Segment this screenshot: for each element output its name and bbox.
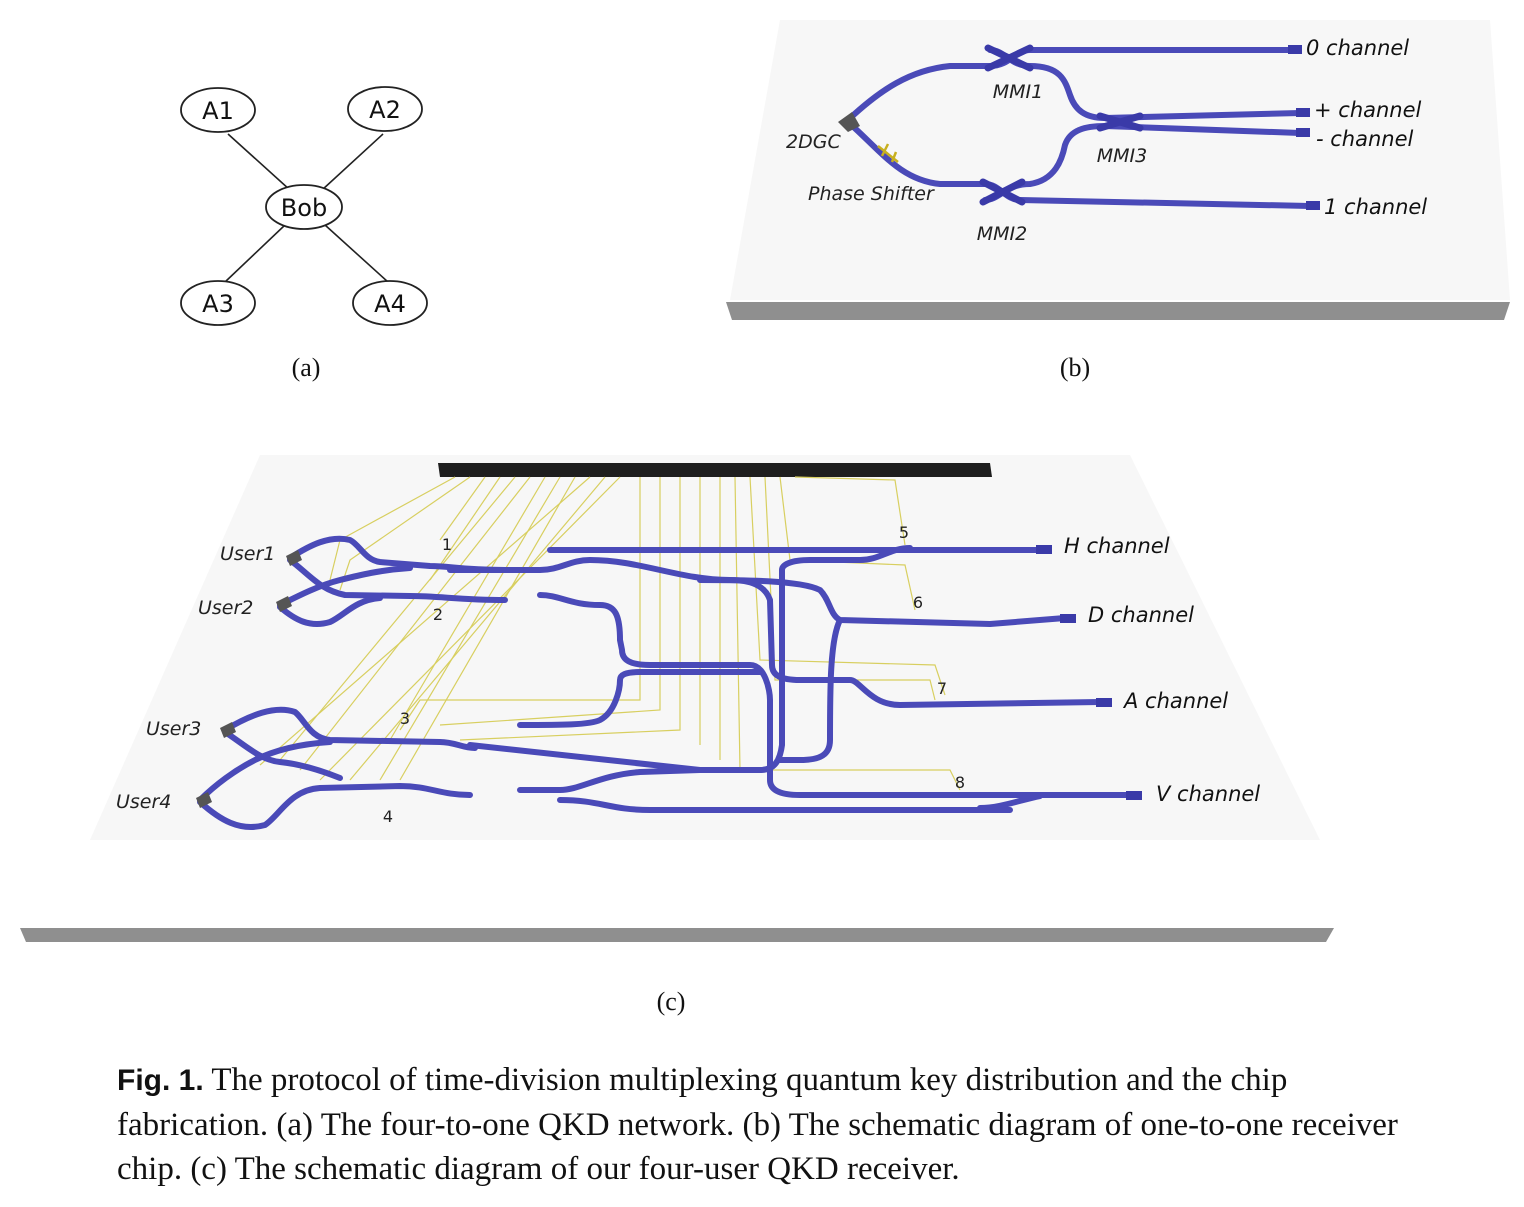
mmi1-label: MMI1 bbox=[993, 81, 1043, 103]
taper-minus bbox=[1296, 128, 1310, 137]
substrate-b bbox=[726, 302, 1510, 320]
channel-v-label: V channel bbox=[1156, 782, 1260, 806]
mmi1-coupler bbox=[984, 44, 1034, 72]
shifter-number-7: 7 bbox=[937, 679, 947, 698]
channel-h-label: H channel bbox=[1064, 534, 1170, 558]
chip-surface-c bbox=[90, 455, 1320, 840]
electrode-pad-bar bbox=[438, 463, 992, 477]
figure-caption: Fig. 1. The protocol of time-division mu… bbox=[117, 1058, 1437, 1191]
receiver-chip-b: MMI1 MMI2 MMI3 2DGC Phase Shifter 0 chan… bbox=[726, 20, 1510, 320]
phase-shifter-label: Phase Shifter bbox=[808, 183, 935, 205]
shifter-number-4: 4 bbox=[383, 807, 393, 826]
channel-plus-label: + channel bbox=[1314, 98, 1422, 122]
channel-a-label: A channel bbox=[1122, 689, 1228, 713]
grating-coupler-user4-icon bbox=[196, 792, 212, 808]
node-a2: A2 bbox=[347, 86, 423, 132]
node-a3: A3 bbox=[180, 280, 256, 326]
mmi3-label: MMI3 bbox=[1097, 145, 1147, 167]
user4-label: User4 bbox=[116, 791, 171, 813]
shifter-number-1: 1 bbox=[442, 535, 452, 554]
edge-a1-bob bbox=[227, 133, 291, 191]
node-a4-label: A4 bbox=[374, 290, 406, 318]
substrate-c bbox=[20, 928, 1334, 942]
user1-label: User1 bbox=[220, 543, 275, 565]
user3-label: User3 bbox=[146, 718, 201, 740]
node-a1-label: A1 bbox=[202, 97, 234, 125]
channel-1-label: 1 channel bbox=[1324, 195, 1427, 219]
node-a1: A1 bbox=[180, 87, 256, 133]
grating-coupler-icon bbox=[838, 112, 860, 132]
shifter-number-3: 3 bbox=[400, 709, 410, 728]
edge-a4-bob bbox=[324, 224, 389, 283]
taper-0 bbox=[1288, 45, 1302, 54]
taper-1 bbox=[1306, 201, 1320, 210]
node-a4: A4 bbox=[352, 280, 428, 326]
shifter-number-5: 5 bbox=[899, 523, 909, 542]
waveguide-network bbox=[196, 535, 1142, 830]
channel-d-label: D channel bbox=[1088, 603, 1194, 627]
network-graph: A1 A2 Bob A3 A4 bbox=[180, 86, 428, 326]
grating-coupler-user3-icon bbox=[220, 722, 236, 738]
edge-a2-bob bbox=[321, 133, 384, 191]
mmi3-coupler bbox=[1096, 112, 1144, 132]
shifter-number-8: 8 bbox=[955, 773, 965, 792]
user2-label: User2 bbox=[198, 597, 253, 619]
node-a2-label: A2 bbox=[369, 96, 401, 124]
panel-a-label: (a) bbox=[292, 353, 321, 382]
mmi2-coupler bbox=[979, 178, 1026, 206]
phase-shifter-icon bbox=[877, 143, 899, 163]
shifter-number-2: 2 bbox=[433, 605, 443, 624]
node-bob: Bob bbox=[265, 184, 343, 230]
grating-coupler-label: 2DGC bbox=[786, 131, 841, 153]
grating-coupler-user2-icon bbox=[276, 596, 292, 612]
panel-b-label: (b) bbox=[1060, 353, 1090, 382]
node-a3-label: A3 bbox=[202, 290, 234, 318]
mmi2-label: MMI2 bbox=[977, 223, 1027, 245]
shifter-number-6: 6 bbox=[913, 593, 923, 612]
grating-coupler-user1-icon bbox=[286, 550, 302, 566]
edge-a3-bob bbox=[224, 224, 286, 283]
figure-tag: Fig. 1. bbox=[117, 1064, 204, 1097]
channel-minus-label: - channel bbox=[1316, 127, 1414, 151]
chip-surface-b bbox=[730, 20, 1510, 300]
taper-plus bbox=[1296, 108, 1310, 117]
panel-c-label: (c) bbox=[657, 987, 686, 1016]
receiver-chip-c: 1 2 3 4 5 6 7 8 User1 User2 User3 User4 … bbox=[20, 455, 1334, 942]
channel-0-label: 0 channel bbox=[1306, 36, 1409, 60]
node-bob-label: Bob bbox=[281, 194, 327, 222]
figure-caption-text: The protocol of time-division multiplexi… bbox=[117, 1062, 1398, 1187]
